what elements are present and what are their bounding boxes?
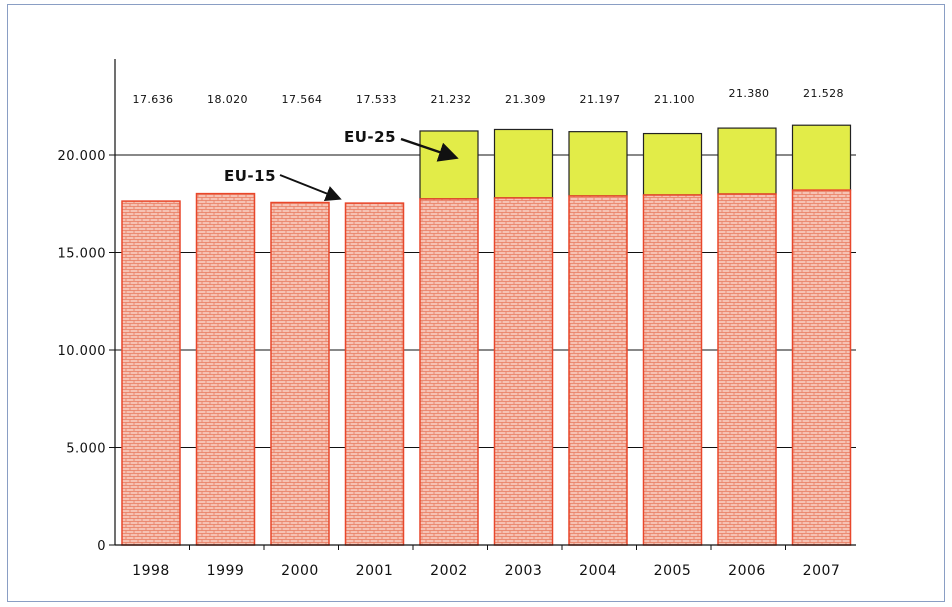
bar-eu15-1998 [121,200,181,546]
bar-eu25-2002 [419,130,479,200]
bar-eu15-2004 [568,195,628,546]
y-tick-label: 0 [97,539,106,554]
bar-eu25-2007 [791,124,852,191]
data-label: 21.309 [505,93,546,106]
bar-eu15-2000 [270,201,330,546]
arrow-eu25 [400,137,459,162]
bar-eu25-2006 [717,127,777,195]
x-tick-label: 2001 [356,563,394,579]
labels: 0 5.000 10.000 15.000 20.000 1998 17.636 1999 18… [58,87,844,579]
annotation-eu15: EU-15 [224,167,276,185]
chart-frame: 0 5.000 10.000 15.000 20.000 1998 17.636 1999 18… [7,4,945,602]
x-tick-label: 1998 [132,563,170,579]
bar-eu15-2006 [717,193,777,546]
y-tick-label: 10.000 [58,344,107,359]
x-tick-label: 2006 [728,563,766,579]
bars [121,124,852,546]
arrow-eu15 [279,174,342,202]
x-tick-label: 2000 [281,563,319,579]
data-label: 18.020 [207,93,248,106]
x-tick-label: 1999 [207,563,245,579]
x-tick-label: 2005 [654,563,692,579]
x-tick-label: 2002 [430,563,468,579]
data-label: 21.380 [729,87,770,100]
x-tick-label: 2007 [803,563,841,579]
x-tick-label: 2003 [505,563,543,579]
axes [109,59,856,550]
bar-eu15-2007 [791,189,852,546]
data-label: 21.100 [654,93,695,106]
annotations: EU-15 EU-25 [224,128,459,202]
bar-eu25-2003 [493,128,554,199]
bar-eu25-2004 [568,131,628,197]
bar-eu15-1999 [195,192,256,546]
data-label: 21.232 [431,93,472,106]
data-label: 21.528 [803,87,844,100]
y-tick-label: 20.000 [58,149,107,164]
annotation-eu25: EU-25 [344,128,396,146]
bar-eu25-2005 [642,132,703,196]
data-label: 17.636 [133,93,174,106]
bar-eu15-2002 [419,198,479,546]
bar-chart: 0 5.000 10.000 15.000 20.000 1998 17.636 1999 18… [58,59,856,579]
x-tick-label: 2004 [579,563,617,579]
y-tick-label: 5.000 [66,442,106,457]
y-tick-label: 15.000 [58,247,107,262]
data-label: 17.533 [356,93,397,106]
data-label: 17.564 [282,93,323,106]
data-label: 21.197 [580,93,621,106]
bar-eu15-2005 [642,194,703,546]
bar-eu15-2001 [344,202,405,546]
bar-eu15-2003 [493,197,554,546]
